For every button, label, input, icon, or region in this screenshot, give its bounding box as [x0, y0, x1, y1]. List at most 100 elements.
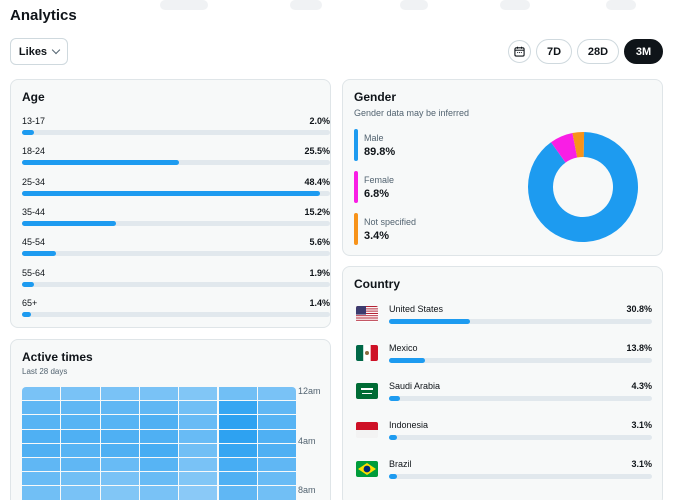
- heatmap-cell[interactable]: [179, 486, 218, 500]
- range-3m-button[interactable]: 3M: [624, 39, 663, 64]
- range-28d-button[interactable]: 28D: [577, 39, 619, 64]
- heatmap-cell[interactable]: [179, 415, 218, 429]
- heatmap-hour-label: 8am: [298, 485, 316, 495]
- heatmap-cell[interactable]: [61, 415, 100, 429]
- age-row-label: 25-34: [22, 176, 46, 187]
- heatmap-cell[interactable]: [100, 443, 139, 457]
- heatmap-cell[interactable]: [100, 415, 139, 429]
- heatmap-cell[interactable]: [100, 429, 139, 443]
- age-row-bar: [22, 311, 31, 317]
- heatmap-cell[interactable]: [61, 429, 100, 443]
- heatmap-cell[interactable]: [22, 443, 61, 457]
- heatmap-cell[interactable]: [257, 415, 297, 429]
- heatmap-cell[interactable]: [22, 429, 61, 443]
- heatmap-cell[interactable]: [218, 387, 257, 401]
- country-row-track: [389, 396, 652, 402]
- gender-subtitle: Gender data may be inferred: [354, 108, 470, 118]
- heatmap-cell[interactable]: [139, 401, 179, 415]
- age-row: 45-54 5.6%: [22, 237, 330, 267]
- heatmap-cell[interactable]: [257, 486, 297, 500]
- heatmap-cell[interactable]: [139, 443, 179, 457]
- heatmap-cell[interactable]: [22, 458, 61, 472]
- heatmap-hour-label: 12am: [298, 386, 321, 396]
- heatmap-cell[interactable]: [257, 429, 297, 443]
- heatmap-cell[interactable]: [218, 415, 257, 429]
- heatmap-cell[interactable]: [139, 387, 179, 401]
- donut-slice-male[interactable]: [528, 132, 638, 242]
- heatmap-cell[interactable]: [179, 387, 218, 401]
- heatmap-cell[interactable]: [22, 401, 61, 415]
- country-row-bar: [389, 357, 426, 363]
- heatmap-cell[interactable]: [257, 387, 297, 401]
- donut-slice-female[interactable]: [551, 133, 578, 163]
- tab-placeholder[interactable]: [400, 0, 428, 10]
- heatmap-cell[interactable]: [139, 472, 179, 486]
- heatmap-cell[interactable]: [61, 387, 100, 401]
- heatmap-cell[interactable]: [139, 415, 179, 429]
- country-percent: 13.8%: [626, 342, 652, 353]
- heatmap-cell[interactable]: [218, 429, 257, 443]
- country-name: Mexico: [389, 342, 418, 353]
- heatmap-cell[interactable]: [179, 443, 218, 457]
- age-row-track: [22, 251, 330, 257]
- heatmap-cell[interactable]: [257, 472, 297, 486]
- heatmap-cell[interactable]: [61, 458, 100, 472]
- calendar-button[interactable]: [508, 40, 531, 63]
- age-row-label: 55-64: [22, 267, 46, 278]
- gender-legend-item: Not specified 3.4%: [354, 213, 504, 249]
- tab-placeholder[interactable]: [500, 0, 530, 10]
- heatmap-cell[interactable]: [179, 458, 218, 472]
- heatmap-cell[interactable]: [100, 486, 139, 500]
- heatmap-cell[interactable]: [257, 443, 297, 457]
- heatmap-cell[interactable]: [257, 458, 297, 472]
- heatmap-cell[interactable]: [179, 401, 218, 415]
- heatmap-cell[interactable]: [61, 486, 100, 500]
- heatmap-cell[interactable]: [218, 401, 257, 415]
- tab-placeholder[interactable]: [160, 0, 208, 10]
- heatmap-cell[interactable]: [218, 472, 257, 486]
- age-row-track: [22, 220, 330, 226]
- tab-placeholder[interactable]: [290, 0, 322, 10]
- donut-slice-not-specified[interactable]: [572, 132, 585, 158]
- gender-label: Male: [364, 133, 384, 143]
- active-times-card: Active times Last 28 days 12am 4am 8am: [10, 339, 331, 500]
- heatmap-cell[interactable]: [22, 387, 61, 401]
- age-row-bar: [22, 251, 57, 257]
- tab-placeholder[interactable]: [606, 0, 636, 10]
- heatmap-cell[interactable]: [100, 387, 139, 401]
- gender-percent: 3.4%: [364, 230, 390, 242]
- heatmap-cell[interactable]: [22, 472, 61, 486]
- heatmap-cell[interactable]: [61, 472, 100, 486]
- heatmap-cell[interactable]: [179, 472, 218, 486]
- heatmap-cell[interactable]: [100, 458, 139, 472]
- page-title: Analytics: [10, 7, 77, 24]
- top-bar: Analytics: [0, 0, 674, 36]
- heatmap-cell[interactable]: [179, 429, 218, 443]
- country-percent: 4.3%: [631, 381, 652, 392]
- range-7d-button[interactable]: 7D: [536, 39, 572, 64]
- country-card: Country United States 30.8% Mexico 13.8% Sau…: [342, 266, 663, 500]
- heatmap-cell[interactable]: [139, 429, 179, 443]
- heatmap-cell[interactable]: [139, 458, 179, 472]
- heatmap-cell[interactable]: [22, 486, 61, 500]
- heatmap-cell[interactable]: [218, 486, 257, 500]
- country-row: Saudi Arabia 4.3%: [354, 381, 652, 415]
- heatmap-cell[interactable]: [61, 443, 100, 457]
- heatmap-cell[interactable]: [100, 472, 139, 486]
- country-row-bar: [389, 319, 470, 324]
- heatmap-cell[interactable]: [218, 458, 257, 472]
- heatmap-cell[interactable]: [218, 443, 257, 457]
- heatmap-cell[interactable]: [100, 401, 139, 415]
- heatmap-cell[interactable]: [257, 401, 297, 415]
- country-row: Mexico 13.8%: [354, 343, 652, 377]
- age-row: 25-34 48.4%: [22, 177, 330, 207]
- heatmap-cell[interactable]: [22, 415, 61, 429]
- heatmap-cell[interactable]: [139, 486, 179, 500]
- metric-select[interactable]: Likes: [10, 38, 68, 65]
- active-times-title: Active times: [22, 350, 93, 364]
- chevron-down-icon: [51, 45, 61, 55]
- brazil-flag-icon: [356, 460, 378, 477]
- age-row-percent: 1.4%: [309, 297, 330, 308]
- heatmap-cell[interactable]: [61, 401, 100, 415]
